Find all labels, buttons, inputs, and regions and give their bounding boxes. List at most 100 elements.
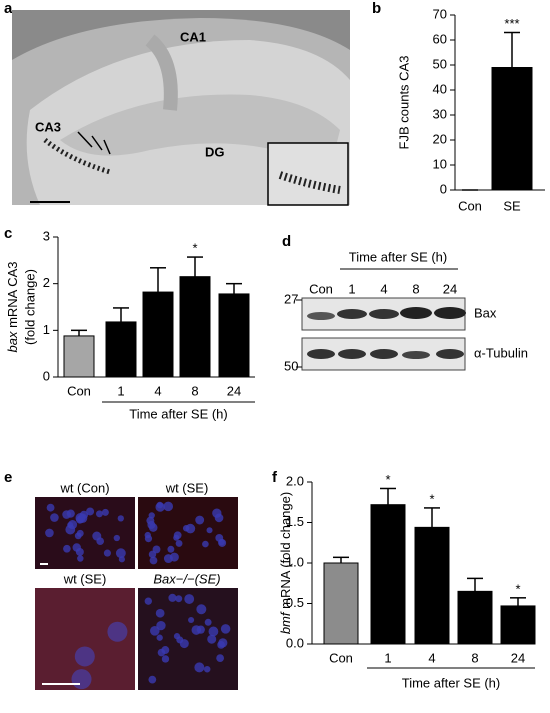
region-label: DG [205, 144, 225, 159]
y-tick-label: 40 [433, 81, 447, 96]
nucleus [95, 510, 103, 518]
nucleus [67, 521, 74, 529]
x-tick-label: 4 [154, 383, 161, 398]
y-axis-label: FJB counts CA3 [396, 56, 411, 150]
bar [457, 590, 493, 645]
bar [323, 562, 359, 645]
nucleus [107, 621, 128, 642]
nucleus [76, 515, 84, 524]
nucleus [196, 604, 207, 615]
significance: * [192, 241, 197, 256]
nucleus [203, 665, 211, 673]
nucleus [65, 524, 76, 535]
nucleus [207, 634, 217, 644]
nucleus [149, 556, 158, 565]
nucleus [92, 531, 102, 541]
x-tick-label: SE [503, 198, 521, 213]
image-label: wt (SE) [165, 480, 209, 495]
y-tick-label: 0.5 [286, 595, 304, 610]
staining: wt (Con) wt (SE) wt (SE) Bax−/−(SE) [35, 480, 238, 690]
nucleus [148, 550, 157, 559]
nucleus [179, 639, 189, 649]
nucleus [204, 618, 212, 626]
nucleus [149, 523, 158, 532]
nucleus [46, 503, 55, 512]
panel-label: d [282, 233, 291, 250]
panel-label: c [4, 225, 12, 242]
nucleus [220, 624, 231, 634]
nucleus [208, 626, 219, 637]
bar [218, 293, 250, 378]
region-label: CA3 [35, 119, 61, 134]
nucleus [202, 540, 209, 548]
y-tick-label: 1.0 [286, 554, 304, 569]
y-tick-label: 0 [440, 181, 447, 196]
bar [142, 291, 174, 378]
x-tick-label: 1 [384, 650, 391, 665]
bar [491, 67, 533, 191]
lane-label: 8 [412, 281, 419, 296]
nucleus [144, 535, 153, 543]
bar [63, 335, 95, 378]
nucleus [144, 597, 152, 605]
y-axis-label: (fold change) [22, 269, 37, 345]
y-axis-label: bmf mRNA (fold change) [278, 492, 293, 634]
x-tick-label: 8 [191, 383, 198, 398]
bar [105, 321, 137, 378]
significance: *** [504, 16, 519, 31]
y-tick-label: 1.5 [286, 514, 304, 529]
blot-header: Time after SE (h) [349, 249, 447, 264]
image-label: Bax−/−(SE) [153, 571, 220, 586]
nucleus [156, 620, 166, 631]
y-tick-label: 50 [433, 56, 447, 71]
y-tick-label: 1 [43, 322, 50, 337]
nucleus [156, 634, 163, 641]
marker-label: 27 [284, 291, 298, 306]
nucleus [188, 616, 195, 624]
nucleus [115, 548, 126, 559]
nucleus [71, 669, 92, 690]
y-tick-label: 30 [433, 106, 447, 121]
nucleus [155, 608, 165, 618]
y-tick-label: 0.0 [286, 635, 304, 650]
y-tick-label: 3 [43, 228, 50, 243]
panel-label: a [4, 0, 13, 17]
bar [414, 526, 450, 645]
nucleus [169, 552, 179, 562]
nucleus [212, 508, 222, 518]
panel-label: b [372, 0, 381, 17]
nucleus [148, 675, 157, 684]
x-tick-label: 4 [428, 650, 435, 665]
x-tick-label: Con [67, 383, 91, 398]
significance: * [385, 472, 390, 487]
nucleus [217, 641, 225, 649]
nucleus [195, 515, 205, 525]
nucleus [194, 662, 205, 673]
y-tick-label: 10 [433, 156, 447, 171]
lane-label: 24 [443, 281, 457, 296]
bar [179, 276, 211, 378]
nucleus [175, 539, 183, 547]
nucleus [163, 501, 174, 512]
significance: * [515, 581, 520, 596]
western-blot: Time after SE (h) Con 1 4 8 24 27 50 Bax… [284, 249, 528, 373]
nucleus [206, 527, 213, 534]
panel-label: f [272, 469, 278, 486]
panel-label: e [4, 469, 12, 486]
y-tick-label: 2 [43, 275, 50, 290]
y-axis-label: bax mRNA CA3 [5, 261, 20, 352]
nucleus [86, 507, 95, 516]
nucleus [156, 501, 164, 509]
lane-label: Con [309, 281, 333, 296]
y-tick-label: 60 [433, 31, 447, 46]
micrograph: CA1 CA3 DG [12, 10, 351, 206]
nucleus [74, 646, 95, 667]
lane-label: 4 [380, 281, 387, 296]
nucleus [77, 555, 84, 562]
significance: * [429, 491, 434, 506]
x-axis-label: Time after SE (h) [129, 406, 227, 421]
nucleus [185, 523, 196, 534]
nucleus [175, 595, 183, 603]
nucleus [168, 593, 177, 602]
nucleus [148, 512, 155, 519]
